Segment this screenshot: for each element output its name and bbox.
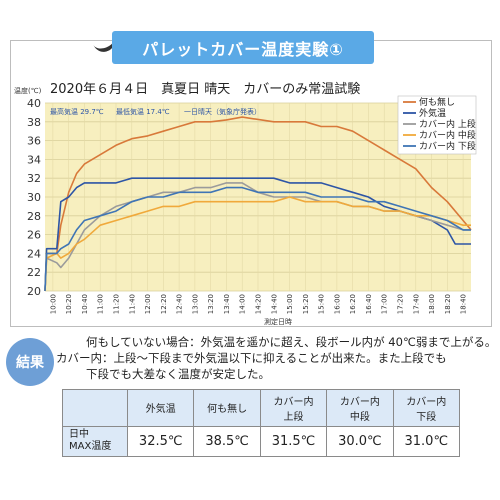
x-tick-label: 17:40 bbox=[412, 294, 420, 314]
series-line bbox=[44, 116, 472, 292]
legend-label: カバー内 下段 bbox=[419, 140, 476, 152]
y-tick-label: 26 bbox=[27, 229, 41, 242]
x-axis-label: 測定日時 bbox=[264, 317, 292, 326]
result-line-3: 下段でも大差なく温度が安定した。 bbox=[86, 367, 270, 381]
table-corner bbox=[62, 389, 128, 427]
result-line-2: カバー内：上段～下段まで外気温以下に抑えることが出来た。また上段でも bbox=[56, 351, 447, 365]
table-cell: 31.5℃ bbox=[259, 425, 328, 458]
x-tick-label: 13:40 bbox=[223, 294, 231, 314]
x-tick-label: 13:00 bbox=[191, 294, 199, 314]
series-line bbox=[44, 186, 471, 292]
x-tick-label: 11:00 bbox=[97, 294, 105, 314]
x-tick-label: 17:20 bbox=[397, 294, 405, 314]
table-cell: 32.5℃ bbox=[126, 425, 195, 458]
x-tick-label: 16:40 bbox=[365, 294, 373, 314]
legend-label: 外気温 bbox=[419, 107, 446, 119]
x-tick-label: 12:20 bbox=[160, 294, 168, 314]
y-tick-label: 40 bbox=[27, 97, 41, 110]
table-header-cell: 外気温 bbox=[126, 389, 195, 427]
x-tick-label: 13:20 bbox=[207, 294, 215, 314]
table-header-cell: 何も無し bbox=[193, 389, 261, 427]
result-line-1: 何もしていない場合：外気温を遥かに超え、段ボール内が 40℃弱まで上がる。 bbox=[86, 335, 497, 349]
x-tick-label: 11:20 bbox=[113, 294, 121, 314]
results-text: 何もしていない場合：外気温を遥かに超え、段ボール内が 40℃弱まで上がる。 カバ… bbox=[56, 334, 496, 382]
y-tick-label: 22 bbox=[27, 266, 41, 279]
y-axis: 20 22 24 26 28 30 32 34 36 38 40 bbox=[27, 97, 41, 298]
annotation-text: 最低気温 17.4℃ bbox=[116, 107, 170, 116]
x-tick-label: 15:40 bbox=[318, 294, 326, 314]
x-tick-label: 18:20 bbox=[444, 294, 452, 314]
page-banner: パレットカバー温度実験① bbox=[112, 31, 374, 64]
x-tick-label: 18:00 bbox=[428, 294, 436, 314]
y-axis-label: 温度(℃) bbox=[14, 86, 42, 95]
x-tick-label: 14:40 bbox=[270, 294, 278, 314]
legend-label: 何も無し bbox=[419, 96, 455, 108]
x-tick-label: 14:00 bbox=[239, 294, 247, 314]
annotations: 最高気温 29.7℃ 最低気温 17.4℃ 一日晴天（気象庁発表） bbox=[50, 107, 261, 116]
legend-label: カバー内 中段 bbox=[419, 129, 476, 141]
table-header-cell: カバー内 上段 bbox=[259, 389, 328, 427]
y-tick-label: 30 bbox=[27, 191, 41, 204]
y-tick-label: 38 bbox=[27, 116, 41, 129]
table-header-cell: カバー内 下段 bbox=[392, 389, 461, 427]
table-cell: 30.0℃ bbox=[326, 425, 394, 458]
y-tick-label: 28 bbox=[27, 210, 41, 223]
legend-label: カバー内 上段 bbox=[419, 118, 476, 130]
table-cell: 38.5℃ bbox=[193, 425, 261, 458]
x-tick-label: 12:40 bbox=[176, 294, 184, 314]
table-cell: 31.0℃ bbox=[392, 425, 461, 458]
max-temperature-table: 外気温 何も無し カバー内 上段 カバー内 中段 カバー内 下段 日中 MAX温度 32… bbox=[62, 389, 461, 458]
series-line bbox=[44, 196, 471, 292]
annotation-text: 一日晴天（気象庁発表） bbox=[184, 107, 261, 116]
table-row: 日中 MAX温度 32.5℃ 38.5℃ 31.5℃ 30.0℃ 31.0℃ bbox=[62, 425, 461, 458]
x-tick-label: 12:00 bbox=[144, 294, 152, 314]
y-tick-label: 34 bbox=[27, 153, 41, 166]
chart-title: 2020年６月４日 真夏日 晴天 カバーのみ常温試験 bbox=[50, 82, 361, 97]
x-tick-label: 10:20 bbox=[65, 294, 73, 314]
line-chart: 20 22 24 26 28 30 32 34 36 38 40 10:00 10:20 10:40 11… bbox=[14, 86, 477, 326]
x-tick-label: 15:20 bbox=[302, 294, 310, 314]
table-header-row: 外気温 何も無し カバー内 上段 カバー内 中段 カバー内 下段 bbox=[62, 389, 461, 427]
x-tick-label: 15:00 bbox=[286, 294, 294, 314]
x-axis: 10:00 10:20 10:40 11:00 11:20 11:40 12:00 12:20… bbox=[49, 294, 467, 314]
y-tick-label: 20 bbox=[27, 285, 41, 298]
annotation-text: 最高気温 29.7℃ bbox=[50, 107, 104, 116]
x-tick-label: 18:40 bbox=[460, 294, 468, 314]
series-group bbox=[44, 116, 472, 292]
x-tick-label: 10:00 bbox=[49, 294, 57, 314]
y-tick-label: 32 bbox=[27, 172, 41, 185]
y-tick-label: 24 bbox=[27, 247, 41, 260]
y-tick-label: 36 bbox=[27, 135, 41, 148]
results-badge-label: 結果 bbox=[16, 355, 44, 371]
legend-box bbox=[397, 95, 477, 155]
table-row-label: 日中 MAX温度 bbox=[62, 425, 128, 458]
x-tick-label: 17:00 bbox=[381, 294, 389, 314]
x-tick-label: 14:20 bbox=[255, 294, 263, 314]
x-tick-label: 16:00 bbox=[333, 294, 341, 314]
banner-title: パレットカバー温度実験① bbox=[142, 39, 344, 59]
x-tick-label: 11:40 bbox=[128, 294, 136, 314]
table-header-cell: カバー内 中段 bbox=[326, 389, 394, 427]
x-tick-label: 10:40 bbox=[81, 294, 89, 314]
results-badge: 結果 bbox=[6, 338, 54, 386]
x-tick-label: 16:20 bbox=[349, 294, 357, 314]
